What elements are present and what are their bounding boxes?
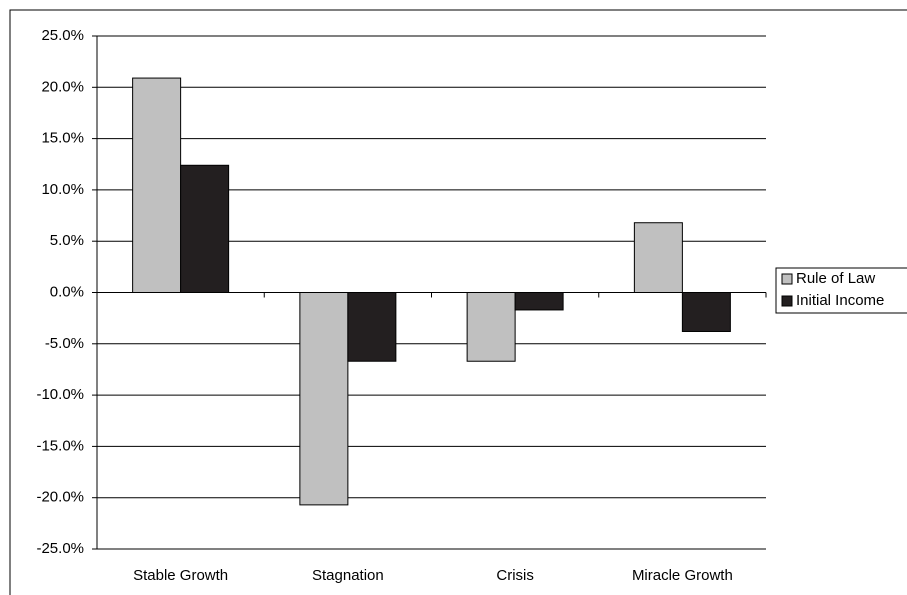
- x-tick-label: Crisis: [496, 567, 534, 584]
- bar: [514, 292, 564, 311]
- x-tick-label: Stable Growth: [133, 567, 228, 584]
- y-tick-label: -20.0%: [36, 489, 84, 506]
- bar: [681, 292, 731, 332]
- bar: [633, 222, 683, 293]
- x-tick-label: Stagnation: [312, 567, 384, 584]
- legend-label: Rule of Law: [796, 270, 875, 287]
- bar: [466, 292, 516, 362]
- y-tick-label: 20.0%: [41, 78, 84, 95]
- bar: [132, 77, 182, 294]
- y-tick-label: 10.0%: [41, 181, 84, 198]
- y-tick-label: -10.0%: [36, 386, 84, 403]
- bar: [180, 164, 230, 293]
- x-tick-label: Miracle Growth: [632, 567, 733, 584]
- y-tick-label: -5.0%: [45, 335, 84, 352]
- bar: [347, 292, 397, 362]
- legend-box: [775, 267, 907, 314]
- y-tick-label: 15.0%: [41, 130, 84, 147]
- y-tick-label: -15.0%: [36, 437, 84, 454]
- y-tick-label: 25.0%: [41, 27, 84, 44]
- legend-swatch: [781, 295, 793, 307]
- frame: [9, 9, 907, 595]
- bar: [299, 292, 349, 506]
- legend-label: Initial Income: [796, 292, 884, 309]
- y-tick-label: 0.0%: [50, 283, 84, 300]
- y-tick-label: -25.0%: [36, 540, 84, 557]
- y-tick-label: 5.0%: [50, 232, 84, 249]
- legend-swatch: [781, 273, 793, 285]
